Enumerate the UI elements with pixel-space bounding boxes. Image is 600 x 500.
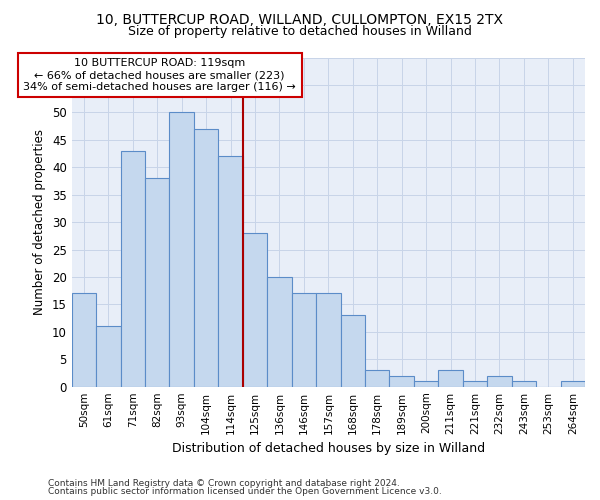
X-axis label: Distribution of detached houses by size in Willand: Distribution of detached houses by size …: [172, 442, 485, 455]
Bar: [292, 294, 316, 386]
Bar: [121, 151, 145, 386]
Bar: [71, 294, 96, 386]
Bar: [267, 277, 292, 386]
Bar: [341, 316, 365, 386]
Bar: [365, 370, 389, 386]
Bar: [194, 129, 218, 386]
Bar: [560, 381, 585, 386]
Bar: [487, 376, 512, 386]
Bar: [169, 112, 194, 386]
Bar: [316, 294, 341, 386]
Bar: [243, 233, 267, 386]
Bar: [218, 156, 243, 386]
Text: 10, BUTTERCUP ROAD, WILLAND, CULLOMPTON, EX15 2TX: 10, BUTTERCUP ROAD, WILLAND, CULLOMPTON,…: [97, 12, 503, 26]
Text: Contains public sector information licensed under the Open Government Licence v3: Contains public sector information licen…: [48, 487, 442, 496]
Bar: [389, 376, 414, 386]
Bar: [96, 326, 121, 386]
Text: Size of property relative to detached houses in Willand: Size of property relative to detached ho…: [128, 25, 472, 38]
Bar: [439, 370, 463, 386]
Bar: [145, 178, 169, 386]
Bar: [414, 381, 439, 386]
Y-axis label: Number of detached properties: Number of detached properties: [34, 129, 46, 315]
Bar: [512, 381, 536, 386]
Text: 10 BUTTERCUP ROAD: 119sqm
← 66% of detached houses are smaller (223)
34% of semi: 10 BUTTERCUP ROAD: 119sqm ← 66% of detac…: [23, 58, 296, 92]
Text: Contains HM Land Registry data © Crown copyright and database right 2024.: Contains HM Land Registry data © Crown c…: [48, 478, 400, 488]
Bar: [463, 381, 487, 386]
